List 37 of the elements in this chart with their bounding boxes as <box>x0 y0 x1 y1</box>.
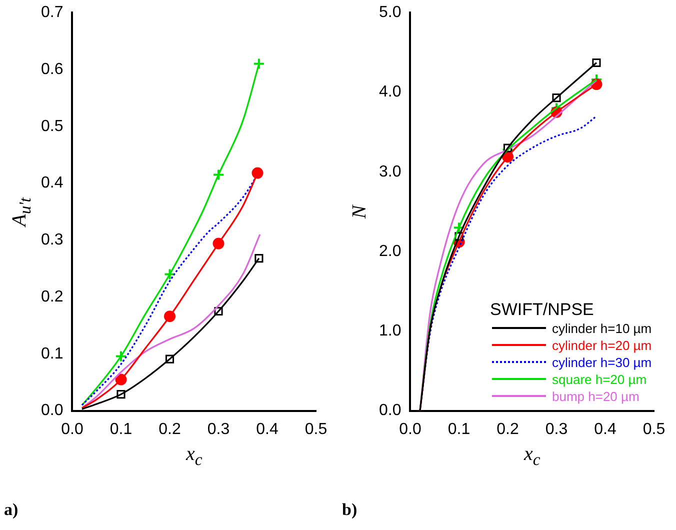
text: b) <box>342 500 358 520</box>
y-tick-label: 0.0 <box>40 402 64 420</box>
y-tick-label: 0.6 <box>40 60 64 78</box>
y-tick-label: 0.2 <box>40 288 64 306</box>
legend-label: cylinder h=30 µm <box>552 354 652 371</box>
y-tick-label: 0.3 <box>40 232 64 249</box>
legend-label: square h=20 µm <box>552 370 647 388</box>
y-axis-title: N <box>348 205 372 218</box>
x-tick-label: 0.2 <box>496 420 519 438</box>
text: a) <box>4 500 18 520</box>
x-tick-label: 0.3 <box>545 420 568 438</box>
y-tick-label: 3.0 <box>378 163 402 180</box>
x-tick-label: 0.4 <box>256 420 278 438</box>
x-tick-label: 0.3 <box>207 420 230 438</box>
x-tick-label: 0.0 <box>61 420 84 438</box>
x-tick-label: 0.2 <box>158 420 181 438</box>
y-tick-label: 0.7 <box>40 4 64 22</box>
y-tick-label: 0.1 <box>40 345 64 362</box>
x-tick-label: 0.4 <box>594 420 616 438</box>
legend-label: cylinder h=20 µm <box>552 336 652 354</box>
legend-label: cylinder h=10 µm <box>552 320 652 337</box>
y-tick-label: 2.0 <box>378 242 402 260</box>
x-tick-label: 0.1 <box>110 420 132 438</box>
x-axis-title: x$_{c}$ <box>186 442 202 470</box>
y-tick-label: 4.0 <box>378 84 402 101</box>
y-tick-label: 0.0 <box>378 402 402 420</box>
x-axis-title: x$_{c}$ <box>524 442 540 470</box>
x-tick-label: 0.5 <box>642 420 666 438</box>
legend-title: SWIFT/NPSE <box>490 300 595 319</box>
legend-label: bump h=20 µm <box>552 388 640 405</box>
y-tick-label: 0.4 <box>40 174 64 192</box>
x-tick-label: 0.1 <box>448 420 470 438</box>
x-tick-label: 0.0 <box>399 420 422 438</box>
y-tick-label: 5.0 <box>378 4 402 22</box>
y-tick-label: 0.5 <box>40 118 64 135</box>
x-tick-label: 0.5 <box>304 420 328 438</box>
y-tick-label: 1.0 <box>378 322 402 340</box>
